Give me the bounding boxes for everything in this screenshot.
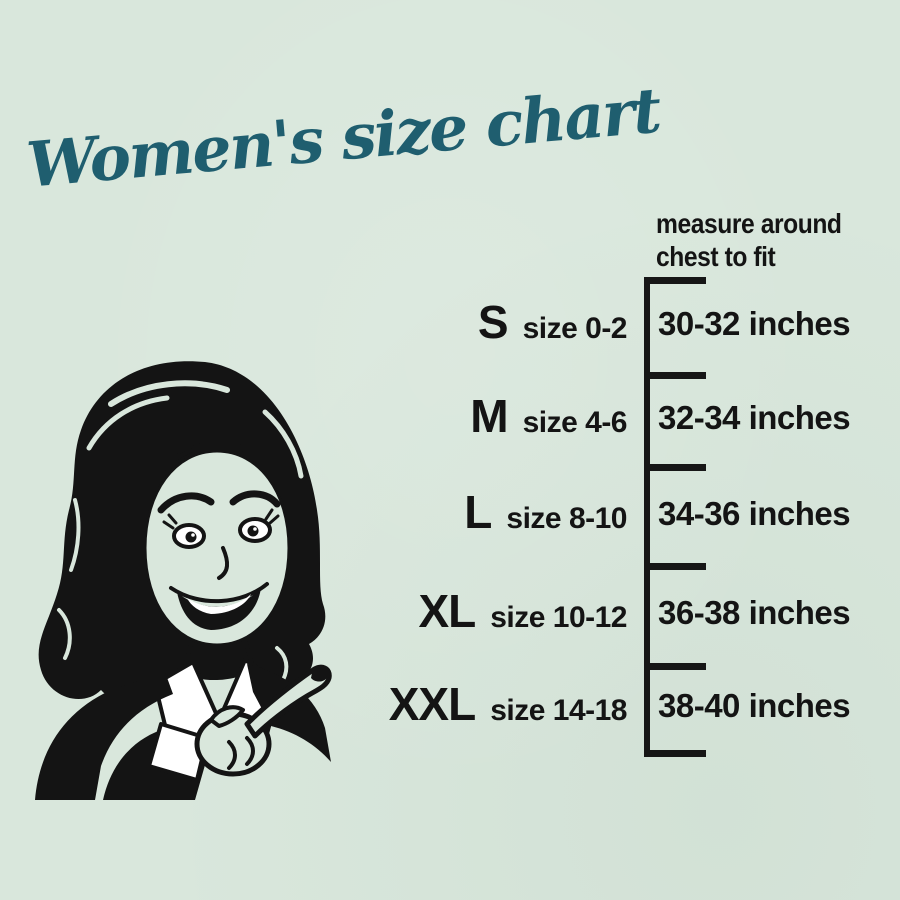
dress-size: size 10-12 (490, 601, 627, 634)
dress-size: size 0-2 (522, 312, 628, 345)
size-table: S size 0-2 30-32 inches M size 4-6 32-34… (0, 277, 900, 757)
tick-mark (644, 277, 706, 284)
tick-mark (644, 464, 706, 471)
table-row-s: S size 0-2 30-32 inches (0, 293, 900, 355)
chest-measurement: 34-36 inches (658, 495, 851, 532)
size-letter: XXL (388, 678, 476, 730)
measure-note-line2: chest to fit (656, 241, 776, 273)
tick-mark (644, 372, 706, 379)
chest-measurement: 32-34 inches (658, 399, 851, 436)
size-label-group: S size 0-2 (477, 293, 628, 355)
dress-size: size 8-10 (506, 502, 627, 535)
chest-measurement: 38-40 inches (658, 687, 851, 724)
chest-measurement: 30-32 inches (658, 305, 851, 342)
size-letter: L (464, 486, 492, 538)
tick-mark (644, 563, 706, 570)
chest-measurement: 36-38 inches (658, 594, 851, 631)
tick-mark (644, 663, 706, 670)
table-row-l: L size 8-10 34-36 inches (0, 483, 900, 545)
retro-woman-pointing-illustration (35, 361, 332, 800)
dress-size: size 14-18 (490, 694, 627, 727)
table-row-m: M size 4-6 32-34 inches (0, 387, 900, 449)
size-label-group: L size 8-10 (464, 483, 627, 545)
size-letter: S (477, 296, 509, 348)
measure-note: measure around chest to fit (656, 207, 842, 273)
table-vertical-line (644, 277, 650, 757)
size-label-group: XXL size 14-18 (388, 675, 628, 737)
table-row-xxl: XXL size 14-18 38-40 inches (0, 675, 900, 737)
size-letter: XL (418, 585, 476, 637)
size-letter: M (470, 390, 508, 442)
tick-mark (644, 750, 706, 757)
page-title: Women's size chart (23, 73, 663, 202)
size-label-group: M size 4-6 (470, 387, 627, 449)
measure-note-line1: measure around (656, 208, 842, 239)
size-label-group: XL size 10-12 (418, 582, 627, 644)
dress-size: size 4-6 (522, 406, 628, 439)
table-row-xl: XL size 10-12 36-38 inches (0, 582, 900, 644)
